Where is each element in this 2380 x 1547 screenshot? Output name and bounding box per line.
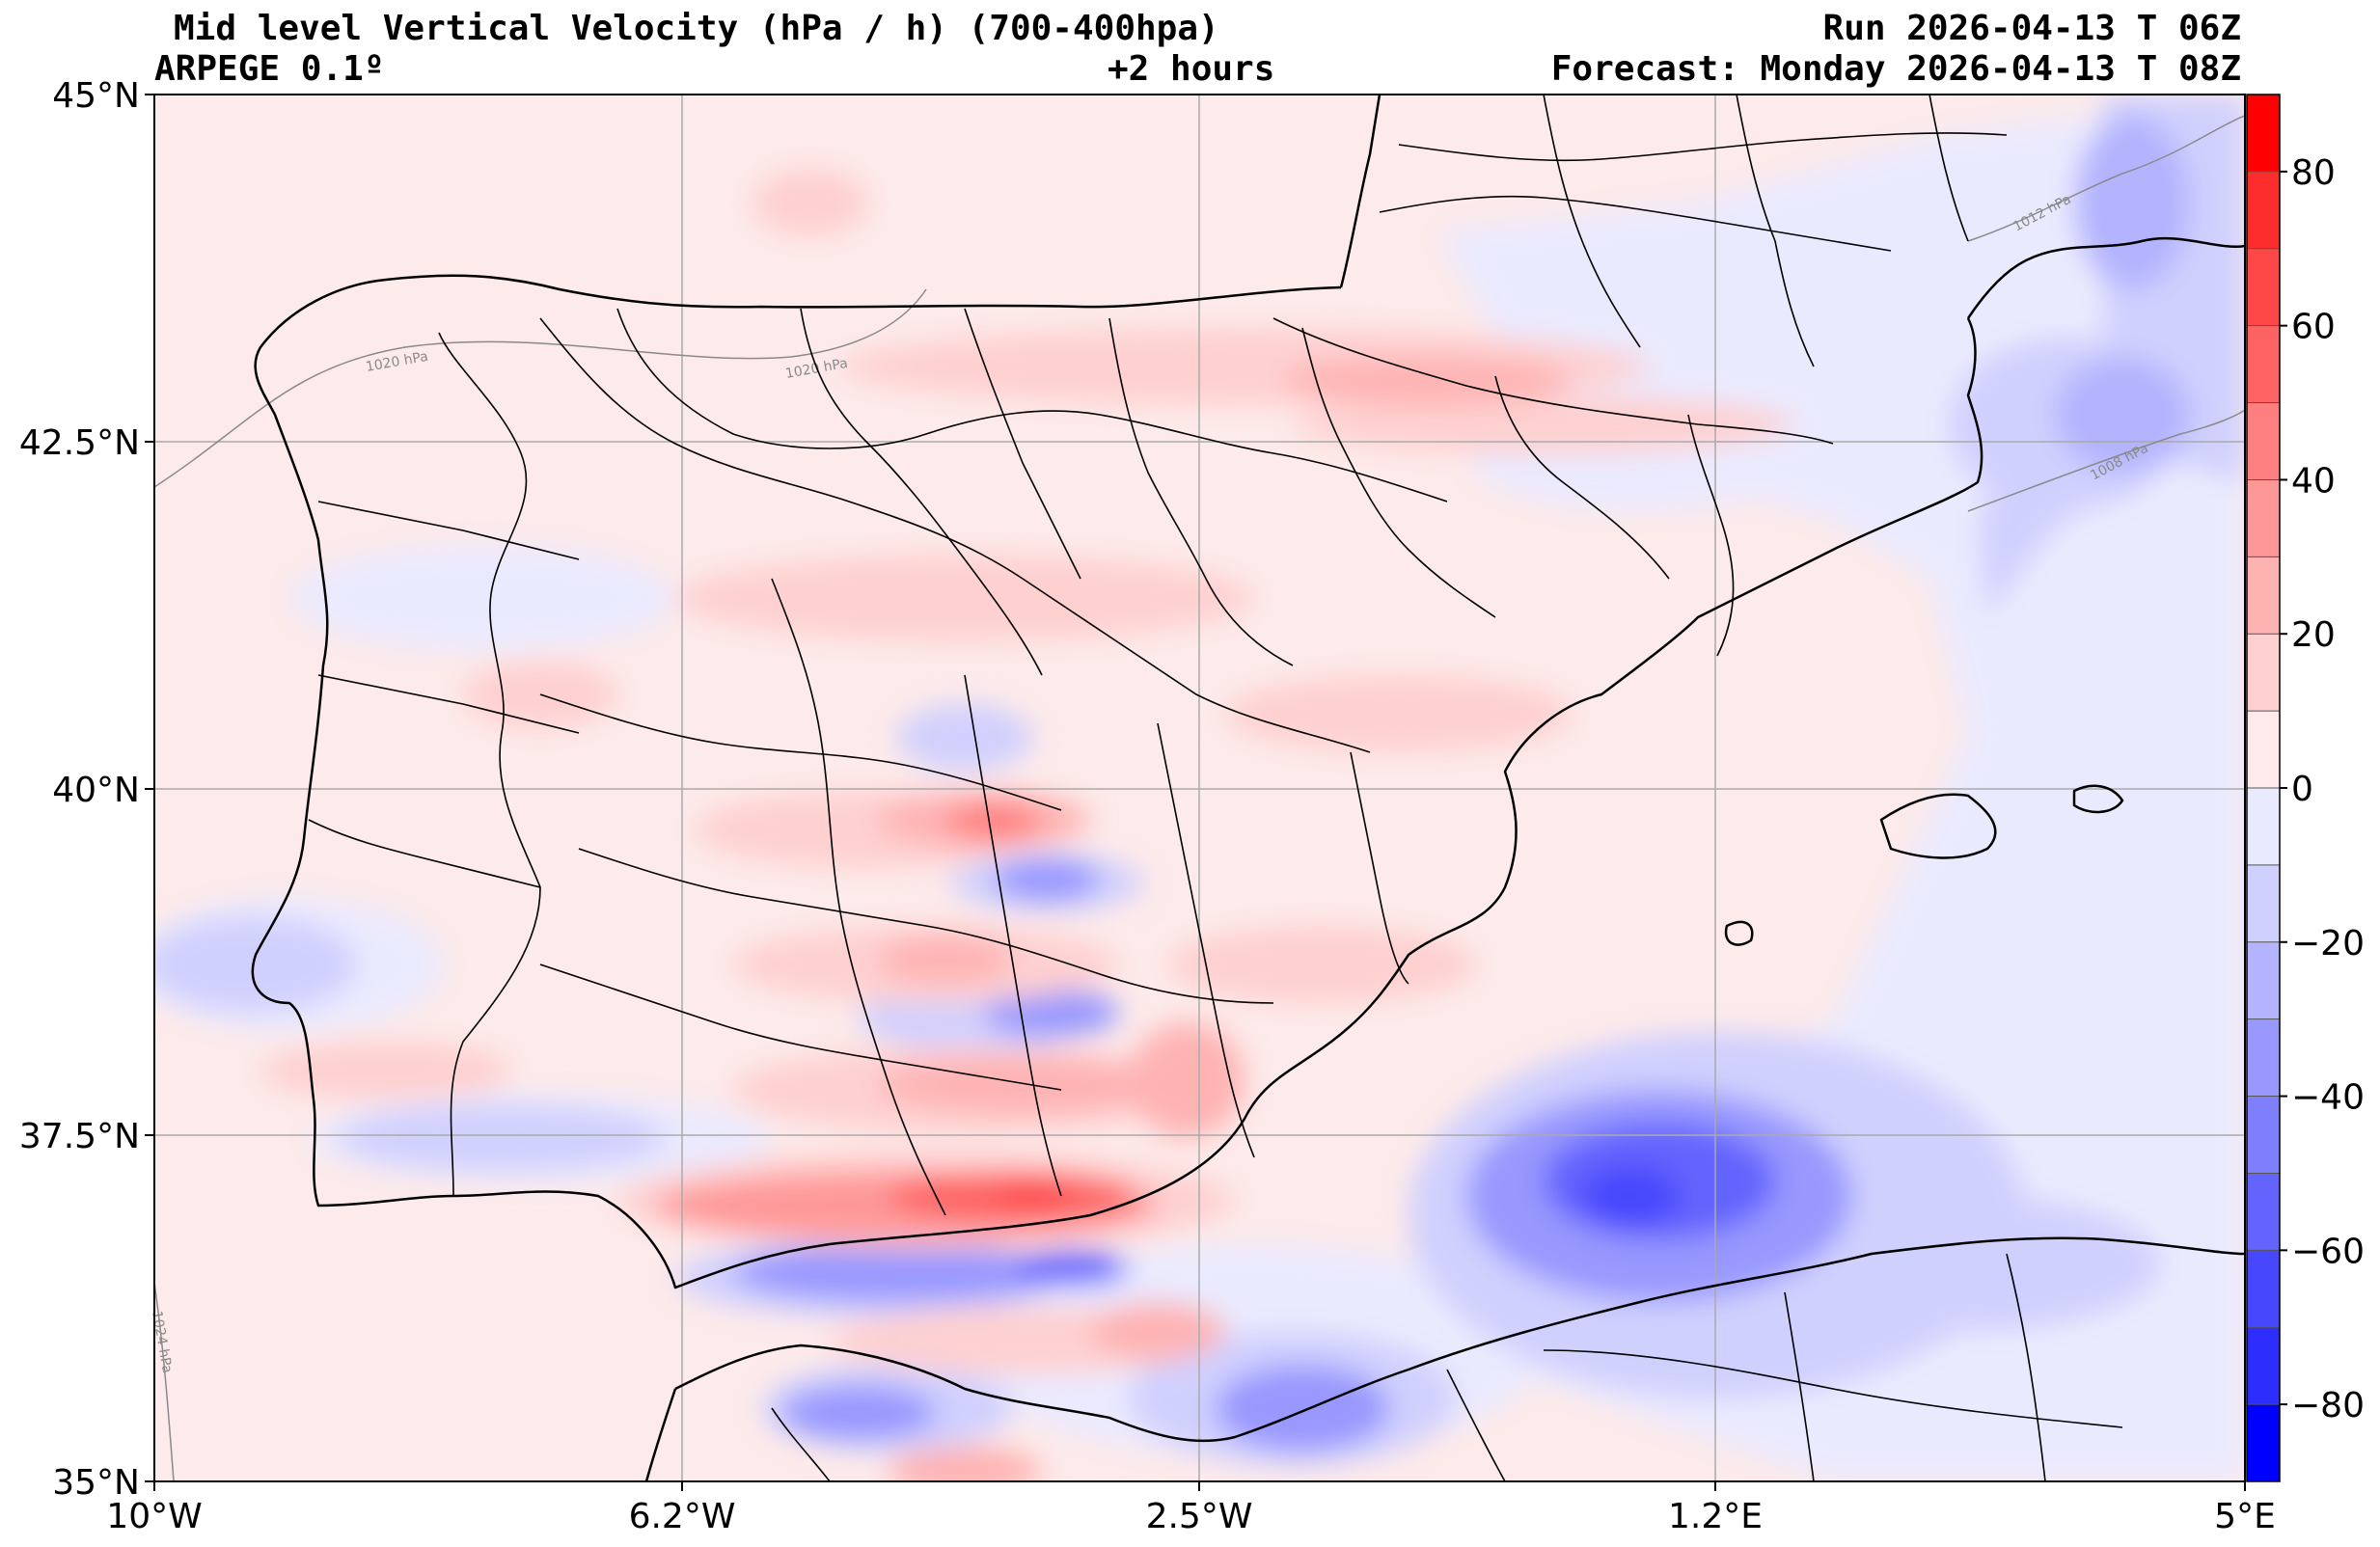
colorbar-level xyxy=(2247,248,2280,327)
longitude-labels: 10°W 6.2°W 2.5°W 1.2°E 5°E xyxy=(106,1497,2276,1536)
colorbar xyxy=(2246,94,2281,1482)
colorbar-level xyxy=(2247,325,2280,404)
colorbar-tick-label: −40 xyxy=(2291,1078,2365,1118)
colorbar-tick-label: 20 xyxy=(2291,615,2336,655)
lon-label: 10°W xyxy=(106,1497,202,1536)
colorbar-level xyxy=(2247,864,2280,943)
vertical-velocity-field xyxy=(154,95,2245,1481)
forecast-lead: +2 hours xyxy=(1108,49,1275,89)
lat-label: 45°N xyxy=(52,76,140,116)
colorbar-ticks: 80 60 40 20 0 −20 −40 −60 −80 xyxy=(2280,153,2365,1425)
colorbar-level xyxy=(2247,95,2280,173)
colorbar-level xyxy=(2247,1018,2280,1098)
model-name: ARPEGE 0.1º xyxy=(154,49,385,89)
colorbar-tick-label: 40 xyxy=(2291,461,2336,501)
lon-label: 6.2°W xyxy=(629,1497,736,1536)
colorbar-tick-label: −20 xyxy=(2291,924,2365,963)
admin-borders xyxy=(308,95,2123,1481)
latitude-labels: 45°N 42.5°N 40°N 37.5°N 35°N xyxy=(19,76,140,1503)
colorbar-level xyxy=(2247,1327,2280,1405)
colorbar-level xyxy=(2247,402,2280,480)
run-time: Run 2026-04-13 T 06Z xyxy=(1822,9,2241,48)
colorbar-level xyxy=(2247,556,2280,635)
colorbar-tick-label: −80 xyxy=(2291,1386,2365,1425)
forecast-valid-time: Forecast: Monday 2026-04-13 T 08Z xyxy=(1550,49,2241,89)
colorbar-level xyxy=(2247,634,2280,712)
colorbar-level xyxy=(2247,1404,2280,1482)
colorbar-level xyxy=(2247,1250,2280,1328)
lon-label: 2.5°W xyxy=(1146,1497,1253,1536)
axis-ticks xyxy=(145,94,2246,1491)
colorbar-tick-label: 80 xyxy=(2291,153,2336,193)
lat-label: 35°N xyxy=(52,1463,140,1503)
colorbar-tick-label: 60 xyxy=(2291,308,2336,347)
colorbar-level xyxy=(2247,1096,2280,1174)
colorbar-level xyxy=(2247,941,2280,1020)
lat-label: 40°N xyxy=(52,771,140,810)
lat-label: 37.5°N xyxy=(19,1117,140,1156)
colorbar-tick-label: −60 xyxy=(2291,1232,2365,1271)
colorbar-level xyxy=(2247,1173,2280,1251)
lat-label: 42.5°N xyxy=(19,423,140,463)
lon-label: 5°E xyxy=(2214,1497,2276,1536)
map-title: Mid level Vertical Velocity (hPa / h) (7… xyxy=(174,9,1219,48)
colorbar-tick-label: 0 xyxy=(2291,770,2313,809)
colorbar-level xyxy=(2247,171,2280,250)
colorbar-level xyxy=(2247,479,2280,557)
colorbar-level xyxy=(2247,788,2280,866)
lon-label: 1.2°E xyxy=(1668,1497,1763,1536)
coastlines xyxy=(251,95,2245,1481)
colorbar-level xyxy=(2247,711,2280,789)
